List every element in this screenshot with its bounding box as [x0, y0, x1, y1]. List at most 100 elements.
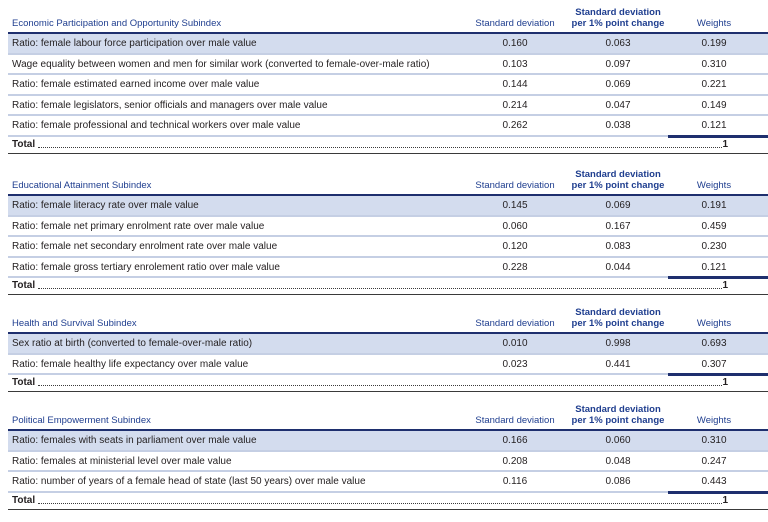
col-header-std-dev-per-point: Standard deviation per 1% point change — [571, 169, 665, 191]
weight-value: 0.310 — [701, 58, 727, 70]
weights-sum-rule — [668, 373, 768, 376]
subindex-title: Political Empowerment Subindex — [12, 415, 151, 426]
std-dev-per-point-value: 0.044 — [605, 261, 631, 273]
std-dev-per-point-value: 0.048 — [605, 455, 631, 467]
total-value: 1 — [722, 377, 728, 388]
weights-sum-rule — [668, 490, 768, 494]
total-row: Total 1 — [8, 375, 768, 392]
weight-value: 0.693 — [701, 338, 727, 349]
table-row: Ratio: females with seats in parliament … — [8, 431, 768, 452]
std-dev-per-point-value: 0.998 — [605, 338, 631, 349]
col-header-weights: Weights — [696, 415, 732, 426]
col-header-std-dev-per-point: Standard deviation per 1% point change — [571, 404, 665, 426]
weight-value: 0.149 — [701, 99, 727, 111]
total-row: Total 1 — [8, 137, 768, 154]
weight-value: 0.121 — [701, 120, 727, 131]
total-value: 1 — [722, 138, 728, 150]
col-header-std-dev-per-point: Standard deviation per 1% point change — [571, 7, 665, 29]
col-header-weights: Weights — [696, 180, 732, 191]
weight-value: 0.230 — [701, 241, 727, 252]
weights-sum-rule — [668, 134, 768, 138]
total-label: Total — [12, 138, 36, 150]
section-header: Educational Attainment Subindex Standard … — [8, 168, 768, 196]
col-header-std-dev: Standard deviation — [475, 180, 555, 191]
std-dev-per-point-value: 0.038 — [605, 120, 631, 131]
std-dev-value: 0.103 — [502, 58, 528, 70]
std-dev-value: 0.116 — [502, 476, 528, 487]
table-row: Ratio: female net primary enrolment rate… — [8, 217, 768, 237]
subindex-title: Health and Survival Subindex — [12, 318, 137, 329]
subindex-section: Economic Participation and Opportunity S… — [8, 6, 768, 154]
weight-value: 0.199 — [701, 38, 727, 49]
variable-label: Ratio: female professional and technical… — [12, 120, 301, 131]
table-row: Ratio: female healthy life expectancy ov… — [8, 355, 768, 376]
std-dev-value: 0.262 — [502, 120, 528, 131]
total-label: Total — [12, 494, 36, 506]
total-label: Total — [12, 377, 36, 388]
table-row: Ratio: female net secondary enrolment ra… — [8, 237, 768, 258]
weight-value: 0.247 — [701, 455, 727, 467]
std-dev-value: 0.144 — [502, 79, 528, 90]
std-dev-per-point-value: 0.047 — [605, 99, 631, 111]
table-row: Ratio: female estimated earned income ov… — [8, 75, 768, 96]
std-dev-value: 0.228 — [502, 261, 528, 273]
total-value: 1 — [722, 494, 728, 506]
variable-label: Ratio: female healthy life expectancy ov… — [12, 358, 249, 370]
std-dev-value: 0.023 — [502, 358, 528, 370]
section-header: Health and Survival Subindex Standard dev… — [8, 306, 768, 334]
weight-value: 0.310 — [701, 435, 727, 446]
variable-label: Ratio: female gross tertiary enrolement … — [12, 261, 280, 273]
table-row: Ratio: female gross tertiary enrolement … — [8, 258, 768, 279]
variable-label: Ratio: female net primary enrolment rate… — [12, 220, 265, 232]
std-dev-per-point-value: 0.086 — [605, 476, 631, 487]
std-dev-per-point-value: 0.069 — [605, 79, 631, 90]
table-row: Wage equality between women and men for … — [8, 55, 768, 75]
std-dev-per-point-value: 0.069 — [605, 200, 631, 211]
weight-value: 0.459 — [701, 220, 727, 232]
std-dev-value: 0.208 — [502, 455, 528, 467]
std-dev-value: 0.214 — [502, 99, 528, 111]
total-value: 1 — [722, 280, 728, 291]
subindex-section: Health and Survival Subindex Standard dev… — [8, 306, 768, 392]
col-header-std-dev-per-point: Standard deviation per 1% point change — [571, 307, 665, 329]
col-header-std-dev: Standard deviation — [475, 18, 555, 29]
weight-value: 0.443 — [701, 476, 727, 487]
variable-label: Ratio: female estimated earned income ov… — [12, 79, 260, 90]
variable-label: Ratio: number of years of a female head … — [12, 476, 366, 487]
variable-label: Ratio: females at ministerial level over… — [12, 455, 232, 467]
weight-value: 0.191 — [701, 200, 727, 211]
section-header: Economic Participation and Opportunity S… — [8, 6, 768, 34]
col-header-std-dev: Standard deviation — [475, 318, 555, 329]
std-dev-value: 0.060 — [502, 220, 528, 232]
table-row: Sex ratio at birth (converted to female-… — [8, 334, 768, 355]
dot-leader — [38, 502, 722, 504]
std-dev-value: 0.120 — [502, 241, 528, 252]
dot-leader — [38, 288, 722, 289]
variable-label: Ratio: females with seats in parliament … — [12, 435, 257, 446]
col-header-weights: Weights — [696, 18, 732, 29]
table-row: Ratio: female legislators, senior offici… — [8, 96, 768, 116]
std-dev-per-point-value: 0.063 — [605, 38, 631, 49]
total-row: Total 1 — [8, 278, 768, 295]
table-row: Ratio: female professional and technical… — [8, 116, 768, 138]
dot-leader — [38, 146, 722, 148]
std-dev-value: 0.145 — [502, 200, 528, 211]
std-dev-per-point-value: 0.097 — [605, 58, 631, 70]
dot-leader — [38, 385, 722, 386]
variable-label: Ratio: female net secondary enrolment ra… — [12, 241, 278, 252]
std-dev-per-point-value: 0.167 — [605, 220, 631, 232]
table-row: Ratio: number of years of a female head … — [8, 472, 768, 494]
table-row: Ratio: female labour force participation… — [8, 34, 768, 55]
std-dev-value: 0.160 — [502, 38, 528, 49]
weight-value: 0.307 — [701, 358, 727, 370]
total-row: Total 1 — [8, 493, 768, 510]
weight-value: 0.221 — [701, 79, 727, 90]
weight-value: 0.121 — [701, 261, 727, 273]
variable-label: Ratio: female literacy rate over male va… — [12, 200, 199, 211]
variable-label: Wage equality between women and men for … — [12, 58, 430, 70]
total-label: Total — [12, 280, 36, 291]
subindex-title: Economic Participation and Opportunity S… — [12, 18, 222, 29]
subindex-title: Educational Attainment Subindex — [12, 180, 152, 191]
std-dev-value: 0.010 — [502, 338, 528, 349]
